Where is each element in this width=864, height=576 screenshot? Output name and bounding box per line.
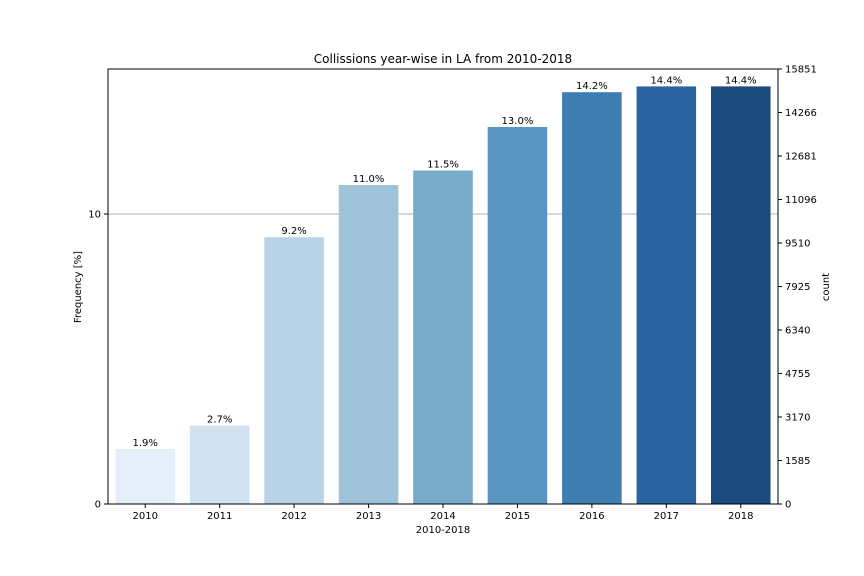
x-tick-label: 2013 [356, 511, 381, 522]
bar-2013 [338, 185, 399, 504]
x-tick-label: 2012 [281, 511, 306, 522]
x-tick-label: 2015 [505, 511, 530, 522]
bar-2015 [487, 127, 548, 504]
x-tick-label: 2018 [728, 511, 753, 522]
y-axis-label: Frequency [%] [73, 251, 84, 323]
bar-value-label: 9.2% [281, 226, 306, 237]
bar-2017 [636, 86, 697, 505]
bar-value-label: 14.4% [725, 75, 757, 86]
y2-axis-label: count [821, 273, 832, 301]
x-axis-label: 2010-2018 [416, 525, 471, 536]
bar-value-label: 1.9% [133, 438, 158, 449]
bar-2014 [413, 170, 473, 504]
y-tick-label: 0 [95, 500, 101, 511]
y-ticks-layer: 0 10 [88, 210, 108, 511]
bar-value-label: 2.7% [207, 415, 232, 426]
bar-value-label: 11.0% [353, 174, 385, 185]
bars-layer [115, 86, 771, 505]
y2-tick-label: 15851 [785, 65, 817, 76]
chart-title: Collissions year-wise in LA from 2010-20… [314, 52, 572, 66]
y2-tick-label: 11096 [785, 195, 817, 206]
bar-value-label: 11.5% [427, 160, 459, 171]
x-tick-label: 2010 [132, 511, 157, 522]
y2-tick-label: 12681 [785, 151, 817, 162]
bar-labels-layer: 1.9% 2.7% 9.2% 11.0% 11.5% 13.0% 14.2% 14.4% 14.… [133, 75, 757, 449]
x-tick-label: 2017 [654, 511, 679, 522]
bar-2012 [264, 237, 324, 504]
bar-2016 [562, 92, 622, 504]
y2-tick-label: 0 [785, 500, 791, 511]
bar-value-label: 14.4% [650, 75, 682, 86]
bar-2018 [711, 86, 771, 505]
x-tick-label: 2011 [207, 511, 232, 522]
x-ticks-layer: 2010 2011 2012 2013 2014 2015 2016 2017 2018 [132, 504, 754, 522]
bar-2010 [115, 448, 175, 504]
bar-value-label: 13.0% [502, 116, 534, 127]
x-tick-label: 2014 [430, 511, 455, 522]
bar-value-label: 14.2% [576, 81, 608, 92]
y2-ticks-layer: 0 1585 3170 4755 6340 7925 9510 11096 12681 14266… [778, 65, 817, 511]
y2-tick-label: 14266 [785, 108, 817, 119]
y-tick-label: 10 [88, 210, 101, 221]
y2-tick-label: 1585 [785, 456, 810, 467]
x-tick-label: 2016 [579, 511, 604, 522]
y2-tick-label: 4755 [785, 369, 810, 380]
y2-tick-label: 9510 [785, 239, 810, 250]
y2-tick-label: 7925 [785, 282, 810, 293]
y2-tick-label: 6340 [785, 326, 810, 337]
bar-2011 [189, 425, 250, 504]
y2-tick-label: 3170 [785, 413, 810, 424]
